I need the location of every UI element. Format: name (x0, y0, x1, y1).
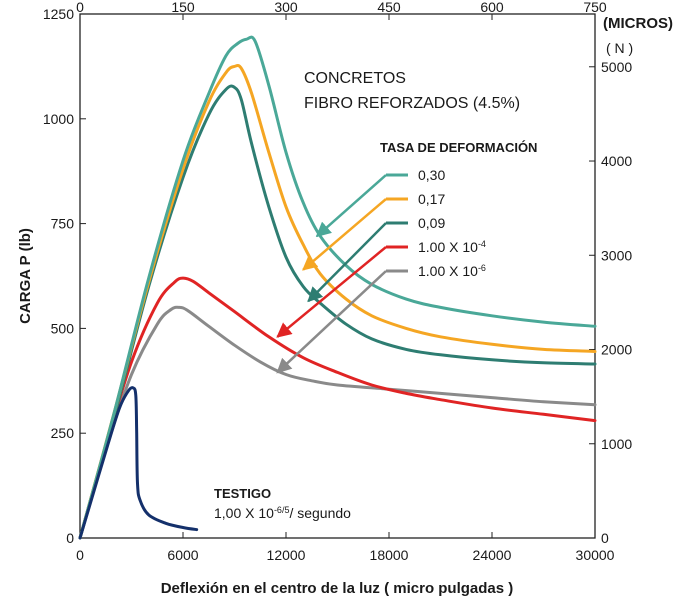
x2-tick-label: 450 (377, 0, 401, 15)
legend-title: TASA DE DEFORMACIÓN (380, 140, 537, 155)
y-tick-label: 1250 (43, 6, 74, 22)
x-tick-label: 12000 (267, 547, 306, 563)
legend-pointer-arrow (276, 246, 387, 338)
series-line-rate-1 (78, 35, 597, 540)
series-line-rate-5 (78, 305, 597, 540)
y-tick-label: 1000 (43, 111, 74, 127)
series-line-rate-4 (78, 276, 597, 540)
legend-pointer-arrow (276, 270, 387, 374)
y-tick-label: 750 (51, 216, 75, 232)
y2-tick-label: 2000 (601, 342, 632, 358)
legend-pointer-arrow (307, 222, 387, 303)
y-tick-label: 250 (51, 425, 75, 441)
y2-tick-label: 3000 (601, 247, 632, 263)
x-tick-label: 24000 (473, 547, 512, 563)
legend: 0,30 0,17 0,09 1.00 X 10-4 1.00 X 10-6 (386, 167, 486, 279)
y-tick-label: 0 (66, 530, 74, 546)
legend-label: 0,17 (418, 191, 445, 207)
y2-axis-label: ( N ) (606, 40, 633, 56)
chart-title-line-2: FIBRO REFORZADOS (4.5%) (304, 95, 520, 112)
x2-tick-label: 0 (76, 0, 84, 15)
series-line-rate-3 (78, 84, 597, 540)
arrows-layer (276, 174, 387, 374)
x2-tick-label: 150 (171, 0, 195, 15)
plot-frame (79, 13, 596, 539)
x2-tick-label: 750 (583, 0, 607, 15)
legend-label: 0,09 (418, 215, 445, 231)
series-layer (78, 35, 597, 540)
legend-pointer-arrow (302, 198, 387, 271)
testigo-rate: 1,00 X 10-6/5/ segundo (214, 505, 351, 521)
y-axis-label: CARGA P (lb) (17, 228, 34, 324)
x2-tick-label: 600 (480, 0, 504, 15)
x-tick-label: 30000 (576, 547, 615, 563)
legend-pointer-arrow (315, 174, 387, 238)
x-tick-label: 0 (76, 547, 84, 563)
y2-tick-label: 4000 (601, 153, 632, 169)
chart-title-line-1: CONCRETOS (304, 70, 406, 87)
legend-label: 1.00 X 10-6 (418, 263, 486, 279)
y-tick-label: 500 (51, 320, 75, 336)
legend-label: 1.00 X 10-4 (418, 239, 486, 255)
x2-tick-label: 300 (274, 0, 298, 15)
x-axis-label: Deflexión en el centro de la luz ( micro… (161, 580, 514, 597)
x2-axis-label: (MICROS) (603, 15, 673, 32)
y2-tick-label: 1000 (601, 436, 632, 452)
x-tick-label: 6000 (167, 547, 198, 563)
series-line-rate-2 (78, 64, 597, 540)
series-line-testigo (78, 386, 199, 540)
y2-tick-label: 0 (601, 530, 609, 546)
y2-tick-label: 5000 (601, 59, 632, 75)
x-tick-label: 18000 (370, 547, 409, 563)
testigo-label: TESTIGO (214, 486, 271, 501)
legend-label: 0,30 (418, 167, 445, 183)
